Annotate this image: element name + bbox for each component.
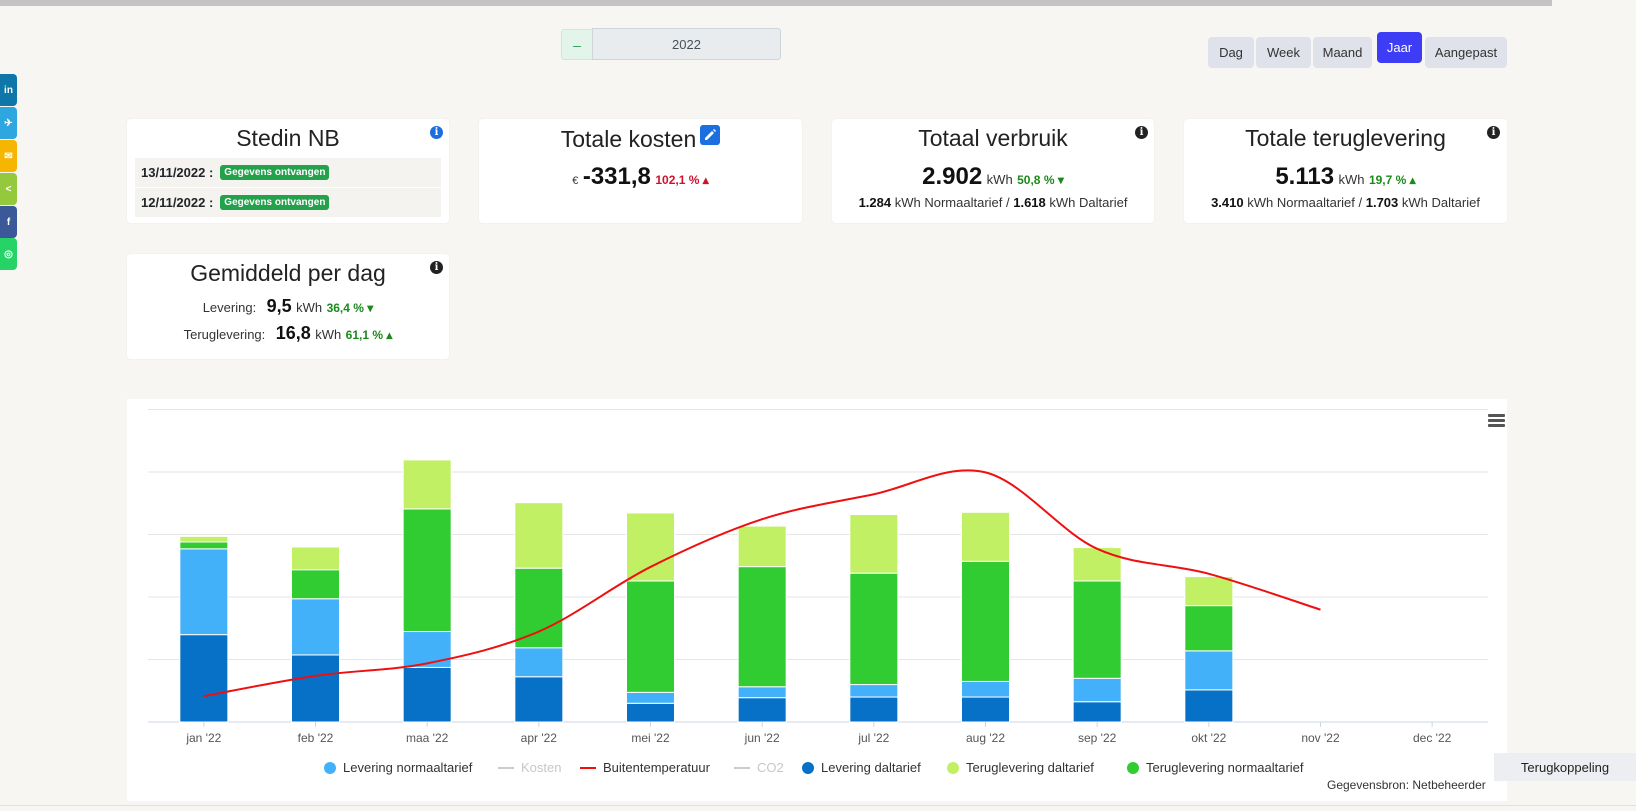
data-source: Gegevensbron: Netbeheerder	[1327, 778, 1486, 792]
teruglevering-normaal-label: kWh Normaaltarief /	[1247, 195, 1363, 210]
gemiddeld-card: Gemiddeld per dag i Levering: 9,5 kWh 36…	[127, 254, 449, 359]
stedin-title: Stedin NB	[236, 125, 340, 151]
verbruik-value-line: 2.902 kWh 50,8 % ▾	[832, 163, 1154, 191]
currency-symbol: €	[572, 175, 579, 187]
chart-menu-icon[interactable]	[1488, 414, 1505, 428]
levering-avg-label: Levering:	[202, 300, 257, 315]
levering-avg-value: 9,5	[266, 296, 292, 316]
edit-icon[interactable]	[700, 125, 721, 145]
teruglevering-unit: kWh	[1338, 172, 1365, 187]
legend-item[interactable]: Teruglevering daltarief	[947, 760, 1094, 775]
mail-icon[interactable]: ✉	[0, 140, 17, 172]
verbruik-pct: 50,8 %	[1017, 173, 1055, 187]
kosten-title: Totale kosten	[479, 125, 802, 153]
legend-marker	[324, 761, 336, 774]
info-icon[interactable]: i	[1135, 126, 1148, 139]
info-icon[interactable]: i	[430, 261, 443, 274]
verbruik-unit: kWh	[986, 172, 1013, 187]
verbruik-value: 2.902	[922, 163, 983, 190]
page-loading-bar	[0, 0, 1552, 6]
divider	[0, 805, 1636, 806]
teruglevering-value: 5.113	[1275, 163, 1335, 190]
legend-marker	[1127, 761, 1139, 774]
legend-item[interactable]: Levering daltarief	[802, 760, 921, 775]
verbruik-dal: 1.618	[1013, 195, 1046, 210]
teruglevering-dal: 1.703	[1365, 195, 1399, 210]
twitter-icon[interactable]: ✈	[0, 107, 17, 139]
levering-avg-row: Levering: 9,5 kWh 36,4 % ▾	[127, 296, 449, 317]
status-row: 12/11/2022 : Gegevens ontvangen	[135, 188, 441, 217]
verbruik-normaal: 1.284	[858, 195, 892, 210]
legend-label: CO2	[757, 760, 784, 775]
period-button-aangepast[interactable]: Aangepast	[1425, 37, 1507, 68]
legend-item[interactable]: Levering normaaltarief	[324, 760, 472, 775]
verbruik-title: Totaal verbruik	[918, 125, 1068, 151]
arrow-up-icon: ▴	[699, 173, 709, 187]
year-input[interactable]: 2022	[592, 28, 781, 60]
teruglevering-normaal: 3.410	[1211, 195, 1244, 210]
kosten-title-text: Totale kosten	[560, 126, 697, 152]
legend-label: Kosten	[521, 760, 562, 775]
legend-item[interactable]: CO2	[734, 760, 784, 775]
teruglevering-title: Totale teruglevering	[1245, 125, 1446, 151]
teruglevering-card: Totale teruglevering i 5.113 kWh 19,7 % …	[1184, 119, 1507, 223]
period-button-maand[interactable]: Maand	[1313, 37, 1372, 68]
period-button-week[interactable]: Week	[1256, 37, 1311, 68]
teruglevering-value-line: 5.113 kWh 19,7 % ▴	[1184, 163, 1507, 191]
terug-avg-row: Teruglevering: 16,8 kWh 61,1 % ▴	[127, 323, 449, 344]
verbruik-breakdown: 1.284 kWh Normaaltarief / 1.618 kWh Dalt…	[832, 195, 1154, 210]
period-button-dag[interactable]: Dag	[1208, 37, 1254, 68]
period-button-jaar[interactable]: Jaar	[1377, 32, 1422, 63]
verbruik-dal-label: kWh Daltarief	[1049, 195, 1128, 210]
facebook-icon[interactable]: f	[0, 206, 17, 238]
legend-item[interactable]: Teruglevering normaaltarief	[1127, 760, 1304, 775]
whatsapp-icon[interactable]: ◎	[0, 238, 17, 270]
gemiddeld-title: Gemiddeld per dag	[190, 260, 386, 286]
kosten-value: -331,8	[582, 163, 651, 190]
share-icon[interactable]: <	[0, 173, 17, 205]
status-date: 12/11/2022 :	[141, 195, 214, 210]
info-icon[interactable]: i	[430, 126, 443, 139]
terug-avg-pct: 61,1 %	[345, 328, 384, 342]
status-date: 13/11/2022 :	[141, 165, 214, 180]
teruglevering-dal-label: kWh Daltarief	[1401, 195, 1480, 210]
arrow-down-icon: ▾	[363, 301, 374, 315]
legend-label: Buitentemperatuur	[603, 760, 710, 775]
kosten-value-line: € -331,8 102,1 % ▴	[479, 163, 802, 191]
terug-avg-unit: kWh	[315, 327, 342, 342]
feedback-button[interactable]: Terugkoppeling	[1494, 753, 1636, 781]
status-badge: Gegevens ontvangen	[220, 165, 330, 180]
arrow-down-icon: ▾	[1054, 173, 1064, 187]
legend-marker	[947, 761, 959, 774]
terug-avg-label: Teruglevering:	[183, 327, 266, 342]
status-badge: Gegevens ontvangen	[220, 195, 330, 210]
kosten-pct: 102,1 %	[655, 173, 700, 187]
chart-card	[127, 399, 1507, 801]
levering-avg-unit: kWh	[296, 300, 323, 315]
arrow-up-icon: ▴	[1406, 173, 1416, 187]
verbruik-card: Totaal verbruik i 2.902 kWh 50,8 % ▾ 1.2…	[832, 119, 1154, 223]
arrow-up-icon: ▴	[383, 328, 393, 342]
legend-label: Levering daltarief	[821, 760, 921, 775]
terug-avg-value: 16,8	[275, 323, 311, 343]
legend-marker	[580, 766, 596, 769]
status-row: 13/11/2022 : Gegevens ontvangen	[135, 158, 441, 187]
legend-marker	[734, 766, 750, 769]
legend-label: Teruglevering daltarief	[966, 760, 1094, 775]
kosten-card: Totale kosten € -331,8 102,1 % ▴	[479, 119, 802, 223]
linkedin-icon[interactable]: in	[0, 74, 17, 106]
levering-avg-pct: 36,4 %	[326, 301, 364, 315]
teruglevering-pct: 19,7 %	[1368, 173, 1407, 187]
info-icon[interactable]: i	[1487, 126, 1500, 139]
teruglevering-breakdown: 3.410 kWh Normaaltarief / 1.703 kWh Dalt…	[1184, 195, 1507, 210]
legend-marker	[802, 761, 814, 774]
legend-label: Levering normaaltarief	[343, 760, 473, 775]
stedin-card: Stedin NB i 13/11/2022 : Gegevens ontvan…	[127, 119, 449, 223]
legend-item[interactable]: Kosten	[498, 760, 561, 775]
verbruik-normaal-label: kWh Normaaltarief /	[894, 195, 1010, 210]
previous-year-button[interactable]: –	[561, 29, 593, 60]
legend-label: Teruglevering normaaltarief	[1146, 760, 1304, 775]
legend-marker	[498, 766, 514, 769]
legend-item[interactable]: Buitentemperatuur	[580, 760, 710, 775]
